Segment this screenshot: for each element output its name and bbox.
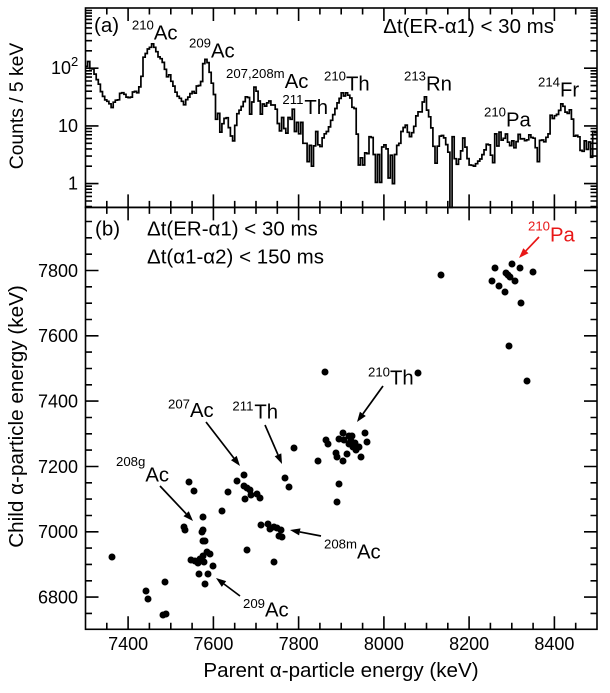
svg-text:6800: 6800 bbox=[38, 587, 78, 607]
svg-text:Ac: Ac bbox=[154, 23, 178, 45]
svg-text:213: 213 bbox=[404, 69, 426, 84]
svg-text:8000: 8000 bbox=[364, 634, 404, 654]
svg-text:7600: 7600 bbox=[38, 326, 78, 346]
svg-text:Counts / 5 keV: Counts / 5 keV bbox=[7, 43, 28, 170]
svg-text:Th: Th bbox=[390, 368, 414, 390]
svg-text:(a): (a) bbox=[94, 14, 119, 37]
svg-text:Δt(α1-α2) < 150 ms: Δt(α1-α2) < 150 ms bbox=[147, 246, 324, 269]
svg-text:Th: Th bbox=[304, 97, 328, 119]
svg-text:(b): (b) bbox=[95, 218, 120, 241]
svg-text:Ac: Ac bbox=[357, 542, 381, 564]
svg-text:207,208m: 207,208m bbox=[226, 66, 285, 81]
svg-text:8400: 8400 bbox=[534, 634, 574, 654]
svg-text:1: 1 bbox=[68, 174, 78, 194]
svg-text:Δt(ER-α1) < 30 ms: Δt(ER-α1) < 30 ms bbox=[383, 15, 554, 38]
svg-text:Pa: Pa bbox=[550, 225, 576, 247]
svg-text:Ac: Ac bbox=[190, 400, 214, 422]
svg-text:Ac: Ac bbox=[211, 41, 235, 63]
svg-text:208m: 208m bbox=[324, 537, 357, 552]
svg-text:7200: 7200 bbox=[38, 457, 78, 477]
svg-text:Δt(ER-α1) < 30 ms: Δt(ER-α1) < 30 ms bbox=[147, 218, 318, 241]
svg-text:Ac: Ac bbox=[265, 600, 289, 622]
svg-text:210: 210 bbox=[528, 219, 550, 234]
svg-text:Rn: Rn bbox=[426, 74, 452, 96]
svg-text:211: 211 bbox=[282, 92, 303, 107]
svg-text:10: 10 bbox=[58, 116, 78, 136]
svg-text:Fr: Fr bbox=[560, 80, 579, 102]
svg-text:Child α-particle energy (keV): Child α-particle energy (keV) bbox=[5, 285, 28, 548]
svg-text:Th: Th bbox=[346, 74, 370, 96]
svg-text:Parent α-particle energy (keV): Parent α-particle energy (keV) bbox=[203, 659, 478, 682]
svg-text:Pa: Pa bbox=[506, 110, 532, 132]
svg-text:210: 210 bbox=[132, 18, 154, 33]
svg-text:7400: 7400 bbox=[108, 634, 148, 654]
svg-text:7400: 7400 bbox=[38, 391, 78, 411]
svg-text:208g: 208g bbox=[116, 454, 145, 469]
svg-text:Th: Th bbox=[254, 402, 278, 424]
svg-text:214: 214 bbox=[538, 75, 560, 90]
svg-text:7600: 7600 bbox=[193, 634, 233, 654]
svg-text:210: 210 bbox=[324, 69, 346, 84]
svg-text:10: 10 bbox=[51, 58, 71, 78]
svg-text:7800: 7800 bbox=[279, 634, 319, 654]
svg-text:8200: 8200 bbox=[449, 634, 489, 654]
svg-text:210: 210 bbox=[484, 105, 506, 120]
svg-text:211: 211 bbox=[232, 399, 253, 414]
svg-text:209: 209 bbox=[189, 36, 211, 51]
svg-text:210: 210 bbox=[368, 365, 390, 380]
svg-text:Ac: Ac bbox=[145, 465, 169, 487]
svg-text:209: 209 bbox=[243, 596, 265, 611]
svg-text:207: 207 bbox=[168, 397, 190, 412]
svg-text:7800: 7800 bbox=[38, 261, 78, 281]
svg-text:Ac: Ac bbox=[285, 71, 309, 93]
svg-text:7000: 7000 bbox=[38, 522, 78, 542]
svg-text:2: 2 bbox=[71, 54, 78, 69]
